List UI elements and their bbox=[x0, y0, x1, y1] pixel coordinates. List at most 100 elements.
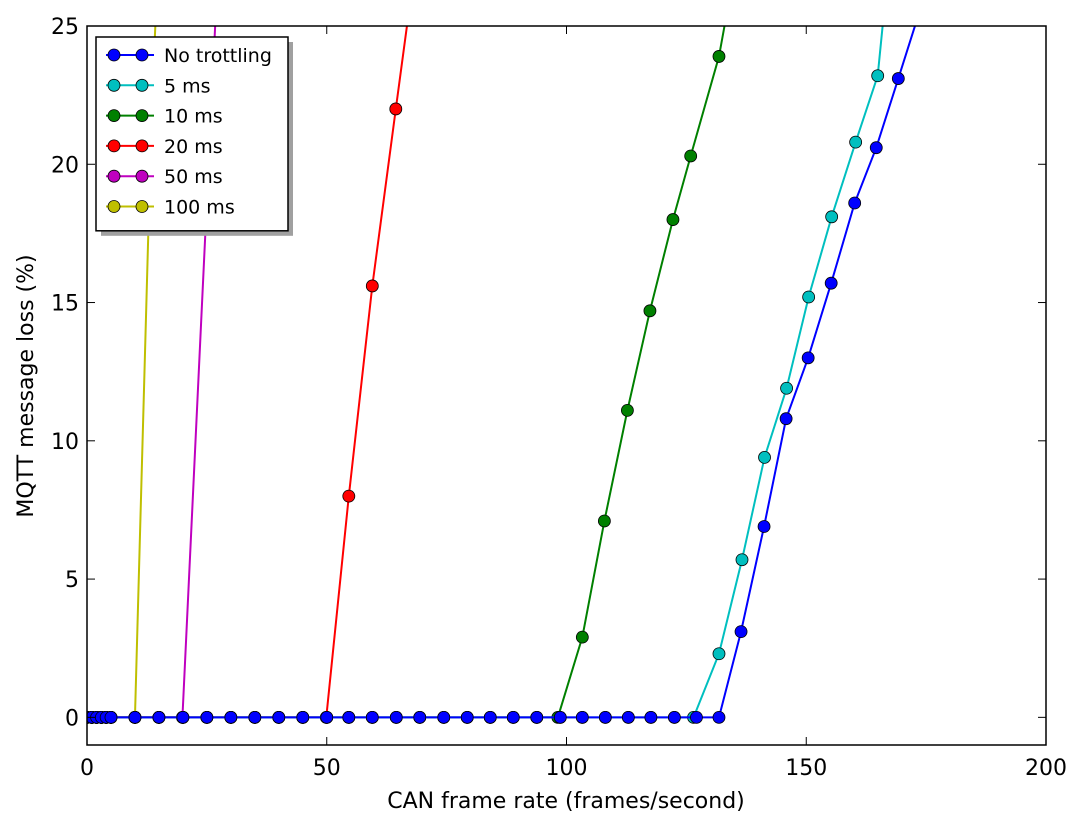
data-point-no-trottling bbox=[530, 710, 544, 724]
y-axis-label: MQTT message loss (%) bbox=[14, 254, 39, 517]
data-point-10-ms bbox=[643, 304, 657, 318]
data-point-10-ms bbox=[620, 403, 634, 417]
data-point-5-ms bbox=[712, 647, 726, 661]
y-tick-label: 25 bbox=[51, 15, 79, 40]
legend-entry: 20 ms bbox=[106, 136, 223, 158]
data-point-20-ms bbox=[342, 489, 356, 503]
data-point-no-trottling bbox=[483, 710, 497, 724]
series-no-trottling bbox=[87, 0, 930, 724]
data-point-no-trottling bbox=[779, 412, 793, 426]
legend-box bbox=[95, 36, 289, 232]
legend-marker bbox=[107, 169, 121, 183]
data-point-no-trottling bbox=[734, 625, 748, 639]
legend-marker bbox=[107, 200, 121, 213]
data-point-no-trottling bbox=[801, 351, 815, 365]
legend: No trottling 5 ms 10 ms 20 ms 50 ms 100 ms bbox=[95, 36, 293, 236]
data-point-5-ms bbox=[802, 290, 816, 304]
legend-marker bbox=[107, 139, 121, 153]
x-tick-label: 100 bbox=[546, 756, 588, 781]
legend-label: 100 ms bbox=[164, 197, 235, 219]
data-point-5-ms bbox=[758, 450, 771, 464]
ticks-layer: 0 50 100 150 200 0 5 10 15 20 25 bbox=[51, 15, 1067, 781]
data-point-no-trottling bbox=[869, 141, 883, 155]
data-point-no-trottling bbox=[553, 710, 567, 724]
y-tick-label: 0 bbox=[65, 706, 79, 731]
legend-entry: 10 ms bbox=[106, 106, 223, 128]
data-point-20-ms bbox=[405, 0, 417, 4]
legend-marker bbox=[135, 109, 149, 122]
data-point-no-trottling bbox=[918, 0, 930, 4]
data-point-10-ms bbox=[684, 149, 698, 163]
legend-marker bbox=[135, 78, 149, 92]
data-point-no-trottling bbox=[272, 710, 286, 724]
data-point-no-trottling bbox=[712, 710, 726, 724]
data-point-no-trottling bbox=[644, 710, 658, 724]
data-point-no-trottling bbox=[598, 710, 612, 724]
data-point-no-trottling bbox=[389, 710, 403, 724]
data-point-50-ms bbox=[210, 0, 222, 4]
legend-label: No trottling bbox=[164, 45, 272, 67]
data-point-no-trottling bbox=[690, 710, 703, 724]
x-tick-label: 200 bbox=[1025, 756, 1067, 781]
data-point-no-trottling bbox=[342, 710, 356, 724]
data-point-10-ms bbox=[724, 0, 736, 4]
data-point-no-trottling bbox=[413, 710, 427, 724]
legend-marker bbox=[107, 109, 121, 122]
data-point-no-trottling bbox=[621, 710, 635, 724]
data-point-no-trottling bbox=[320, 710, 334, 724]
legend-marker bbox=[135, 48, 149, 62]
data-point-100-ms bbox=[151, 0, 163, 4]
data-point-no-trottling bbox=[224, 710, 238, 724]
data-point-5-ms bbox=[849, 135, 863, 149]
y-tick-label: 20 bbox=[51, 153, 79, 178]
data-point-no-trottling bbox=[128, 710, 142, 724]
data-point-no-trottling bbox=[200, 710, 214, 724]
data-point-5-ms bbox=[735, 553, 749, 567]
y-tick-label: 15 bbox=[51, 292, 79, 317]
legend-marker bbox=[107, 48, 121, 62]
data-point-10-ms bbox=[575, 630, 589, 644]
data-point-no-trottling bbox=[296, 710, 310, 724]
data-point-no-trottling bbox=[575, 710, 589, 724]
data-point-no-trottling bbox=[824, 276, 838, 290]
legend-label: 20 ms bbox=[164, 136, 223, 158]
y-tick-label: 5 bbox=[65, 568, 79, 593]
data-point-20-ms bbox=[389, 102, 403, 116]
data-point-no-trottling bbox=[891, 72, 905, 85]
y-tick-label: 10 bbox=[51, 430, 79, 455]
legend-label: 10 ms bbox=[164, 106, 223, 128]
data-point-no-trottling bbox=[848, 196, 862, 210]
data-point-no-trottling bbox=[365, 710, 379, 724]
data-point-no-trottling bbox=[757, 520, 771, 533]
x-tick-label: 0 bbox=[80, 756, 94, 781]
legend-entry: 5 ms bbox=[106, 75, 211, 97]
legend-marker bbox=[135, 169, 149, 183]
x-tick-label: 150 bbox=[785, 756, 827, 781]
data-point-no-trottling bbox=[506, 710, 520, 724]
legend-marker bbox=[135, 200, 149, 213]
data-point-no-trottling bbox=[460, 710, 474, 724]
legend-label: 5 ms bbox=[164, 75, 211, 97]
data-point-5-ms bbox=[780, 381, 793, 395]
data-point-no-trottling bbox=[176, 710, 190, 724]
data-point-5-ms bbox=[871, 69, 885, 83]
legend-marker bbox=[135, 139, 149, 153]
data-point-10-ms bbox=[597, 514, 611, 528]
legend-marker bbox=[107, 78, 121, 92]
data-point-no-trottling bbox=[104, 710, 118, 724]
data-point-no-trottling bbox=[248, 710, 262, 724]
data-point-no-trottling bbox=[152, 710, 166, 724]
x-axis-label: CAN frame rate (frames/second) bbox=[387, 789, 745, 814]
legend-label: 50 ms bbox=[164, 166, 223, 188]
data-point-no-trottling bbox=[667, 710, 681, 724]
legend-entry: 50 ms bbox=[106, 166, 223, 188]
data-point-10-ms bbox=[712, 50, 726, 63]
legend-entry: 100 ms bbox=[106, 197, 235, 219]
data-point-20-ms bbox=[365, 279, 379, 293]
data-point-5-ms bbox=[825, 210, 839, 224]
data-point-10-ms bbox=[666, 213, 680, 226]
data-point-5-ms bbox=[879, 0, 891, 4]
legend-entry: No trottling bbox=[106, 45, 272, 67]
data-point-no-trottling bbox=[437, 710, 451, 724]
